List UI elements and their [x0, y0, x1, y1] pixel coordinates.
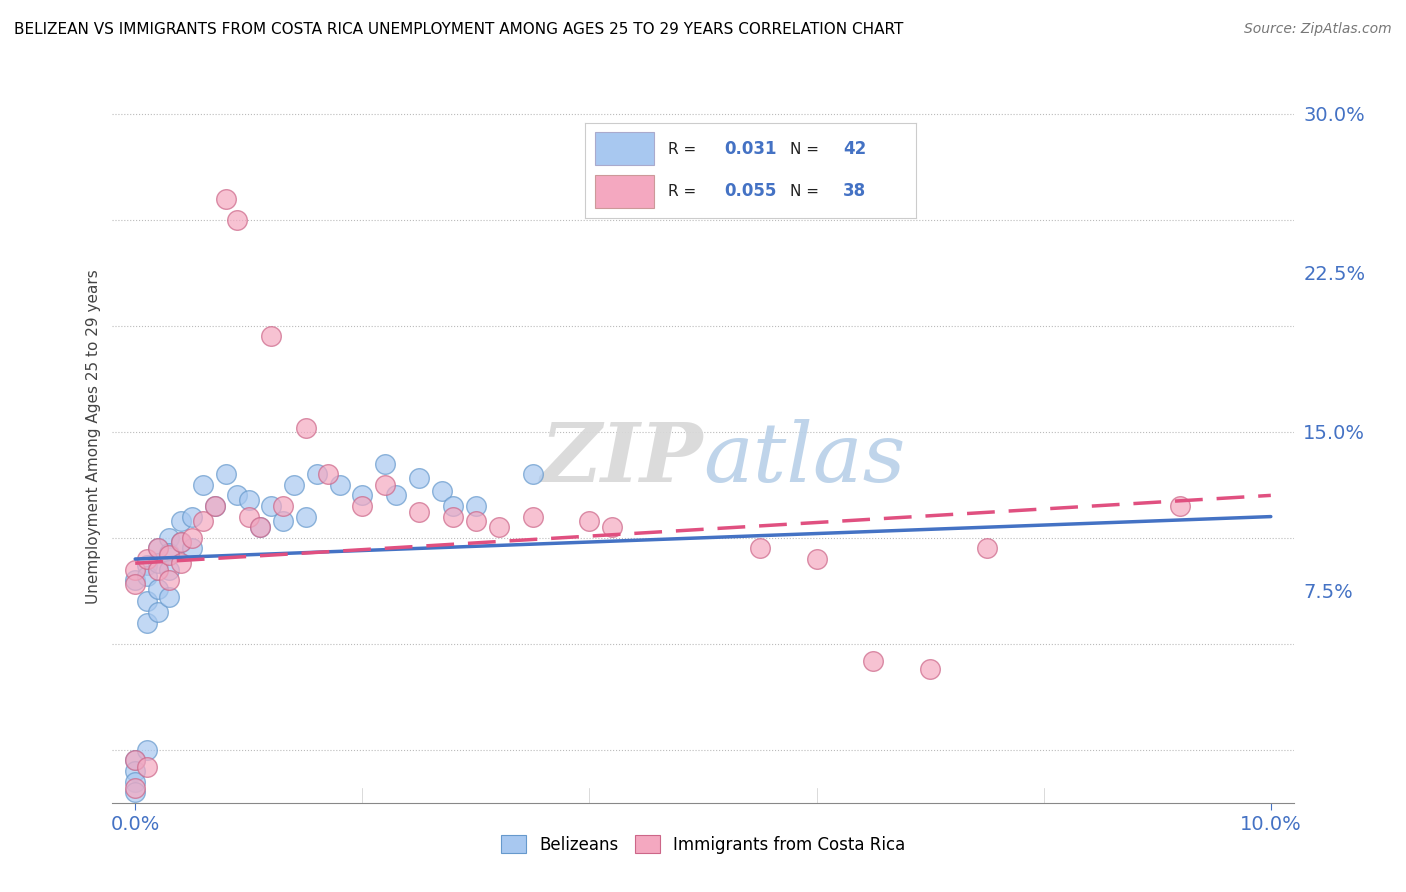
- Point: [169, 535, 191, 549]
- Point: [329, 477, 352, 491]
- Point: [169, 535, 191, 549]
- Point: [215, 192, 238, 206]
- Point: [124, 785, 146, 799]
- Point: [226, 212, 249, 227]
- Point: [124, 774, 146, 789]
- Point: [920, 662, 942, 676]
- Point: [316, 467, 339, 482]
- Point: [260, 499, 283, 513]
- Point: [522, 509, 544, 524]
- Point: [181, 531, 204, 545]
- Point: [294, 420, 316, 434]
- Point: [578, 514, 600, 528]
- Point: [135, 760, 157, 774]
- Point: [238, 509, 260, 524]
- Point: [169, 556, 191, 570]
- Point: [124, 573, 146, 587]
- Point: [124, 753, 146, 767]
- Point: [226, 488, 249, 502]
- Point: [215, 467, 238, 482]
- Point: [157, 531, 180, 545]
- Point: [385, 488, 408, 502]
- Point: [146, 556, 169, 570]
- Point: [157, 548, 180, 562]
- Legend: Belizeans, Immigrants from Costa Rica: Belizeans, Immigrants from Costa Rica: [494, 829, 912, 860]
- Point: [135, 743, 157, 757]
- Point: [806, 552, 828, 566]
- Point: [157, 546, 180, 560]
- Point: [249, 520, 271, 534]
- Point: [464, 514, 486, 528]
- Text: Source: ZipAtlas.com: Source: ZipAtlas.com: [1244, 22, 1392, 37]
- Point: [430, 484, 453, 499]
- Point: [294, 509, 316, 524]
- Point: [146, 541, 169, 556]
- Point: [488, 520, 510, 534]
- Point: [124, 764, 146, 778]
- Point: [352, 499, 374, 513]
- Point: [146, 563, 169, 577]
- Point: [464, 499, 486, 513]
- Point: [271, 499, 294, 513]
- Y-axis label: Unemployment Among Ages 25 to 29 years: Unemployment Among Ages 25 to 29 years: [86, 269, 101, 605]
- Text: ZIP: ZIP: [540, 419, 703, 499]
- Point: [271, 514, 294, 528]
- Point: [157, 563, 180, 577]
- Point: [862, 654, 884, 668]
- Point: [976, 541, 998, 556]
- Point: [193, 477, 215, 491]
- Point: [238, 492, 260, 507]
- Point: [181, 509, 204, 524]
- Point: [146, 541, 169, 556]
- Point: [146, 605, 169, 619]
- Point: [146, 582, 169, 596]
- Point: [124, 780, 146, 795]
- Point: [408, 471, 430, 485]
- Point: [135, 552, 157, 566]
- Point: [305, 467, 328, 482]
- Point: [441, 499, 464, 513]
- Point: [181, 541, 204, 556]
- Point: [124, 753, 146, 767]
- Text: BELIZEAN VS IMMIGRANTS FROM COSTA RICA UNEMPLOYMENT AMONG AGES 25 TO 29 YEARS CO: BELIZEAN VS IMMIGRANTS FROM COSTA RICA U…: [14, 22, 904, 37]
- Point: [249, 520, 271, 534]
- Point: [135, 594, 157, 608]
- Point: [193, 514, 215, 528]
- Point: [124, 563, 146, 577]
- Point: [748, 541, 770, 556]
- Point: [352, 488, 374, 502]
- Point: [135, 615, 157, 630]
- Text: atlas: atlas: [703, 419, 905, 499]
- Point: [260, 329, 283, 343]
- Point: [135, 558, 157, 573]
- Point: [522, 467, 544, 482]
- Point: [169, 514, 191, 528]
- Point: [283, 477, 305, 491]
- Point: [600, 520, 623, 534]
- Point: [157, 573, 180, 587]
- Point: [204, 499, 226, 513]
- Point: [135, 569, 157, 583]
- Point: [157, 590, 180, 604]
- Point: [204, 499, 226, 513]
- Point: [374, 477, 396, 491]
- Point: [408, 505, 430, 519]
- Point: [1168, 499, 1191, 513]
- Point: [374, 457, 396, 471]
- Point: [441, 509, 464, 524]
- Point: [124, 577, 146, 591]
